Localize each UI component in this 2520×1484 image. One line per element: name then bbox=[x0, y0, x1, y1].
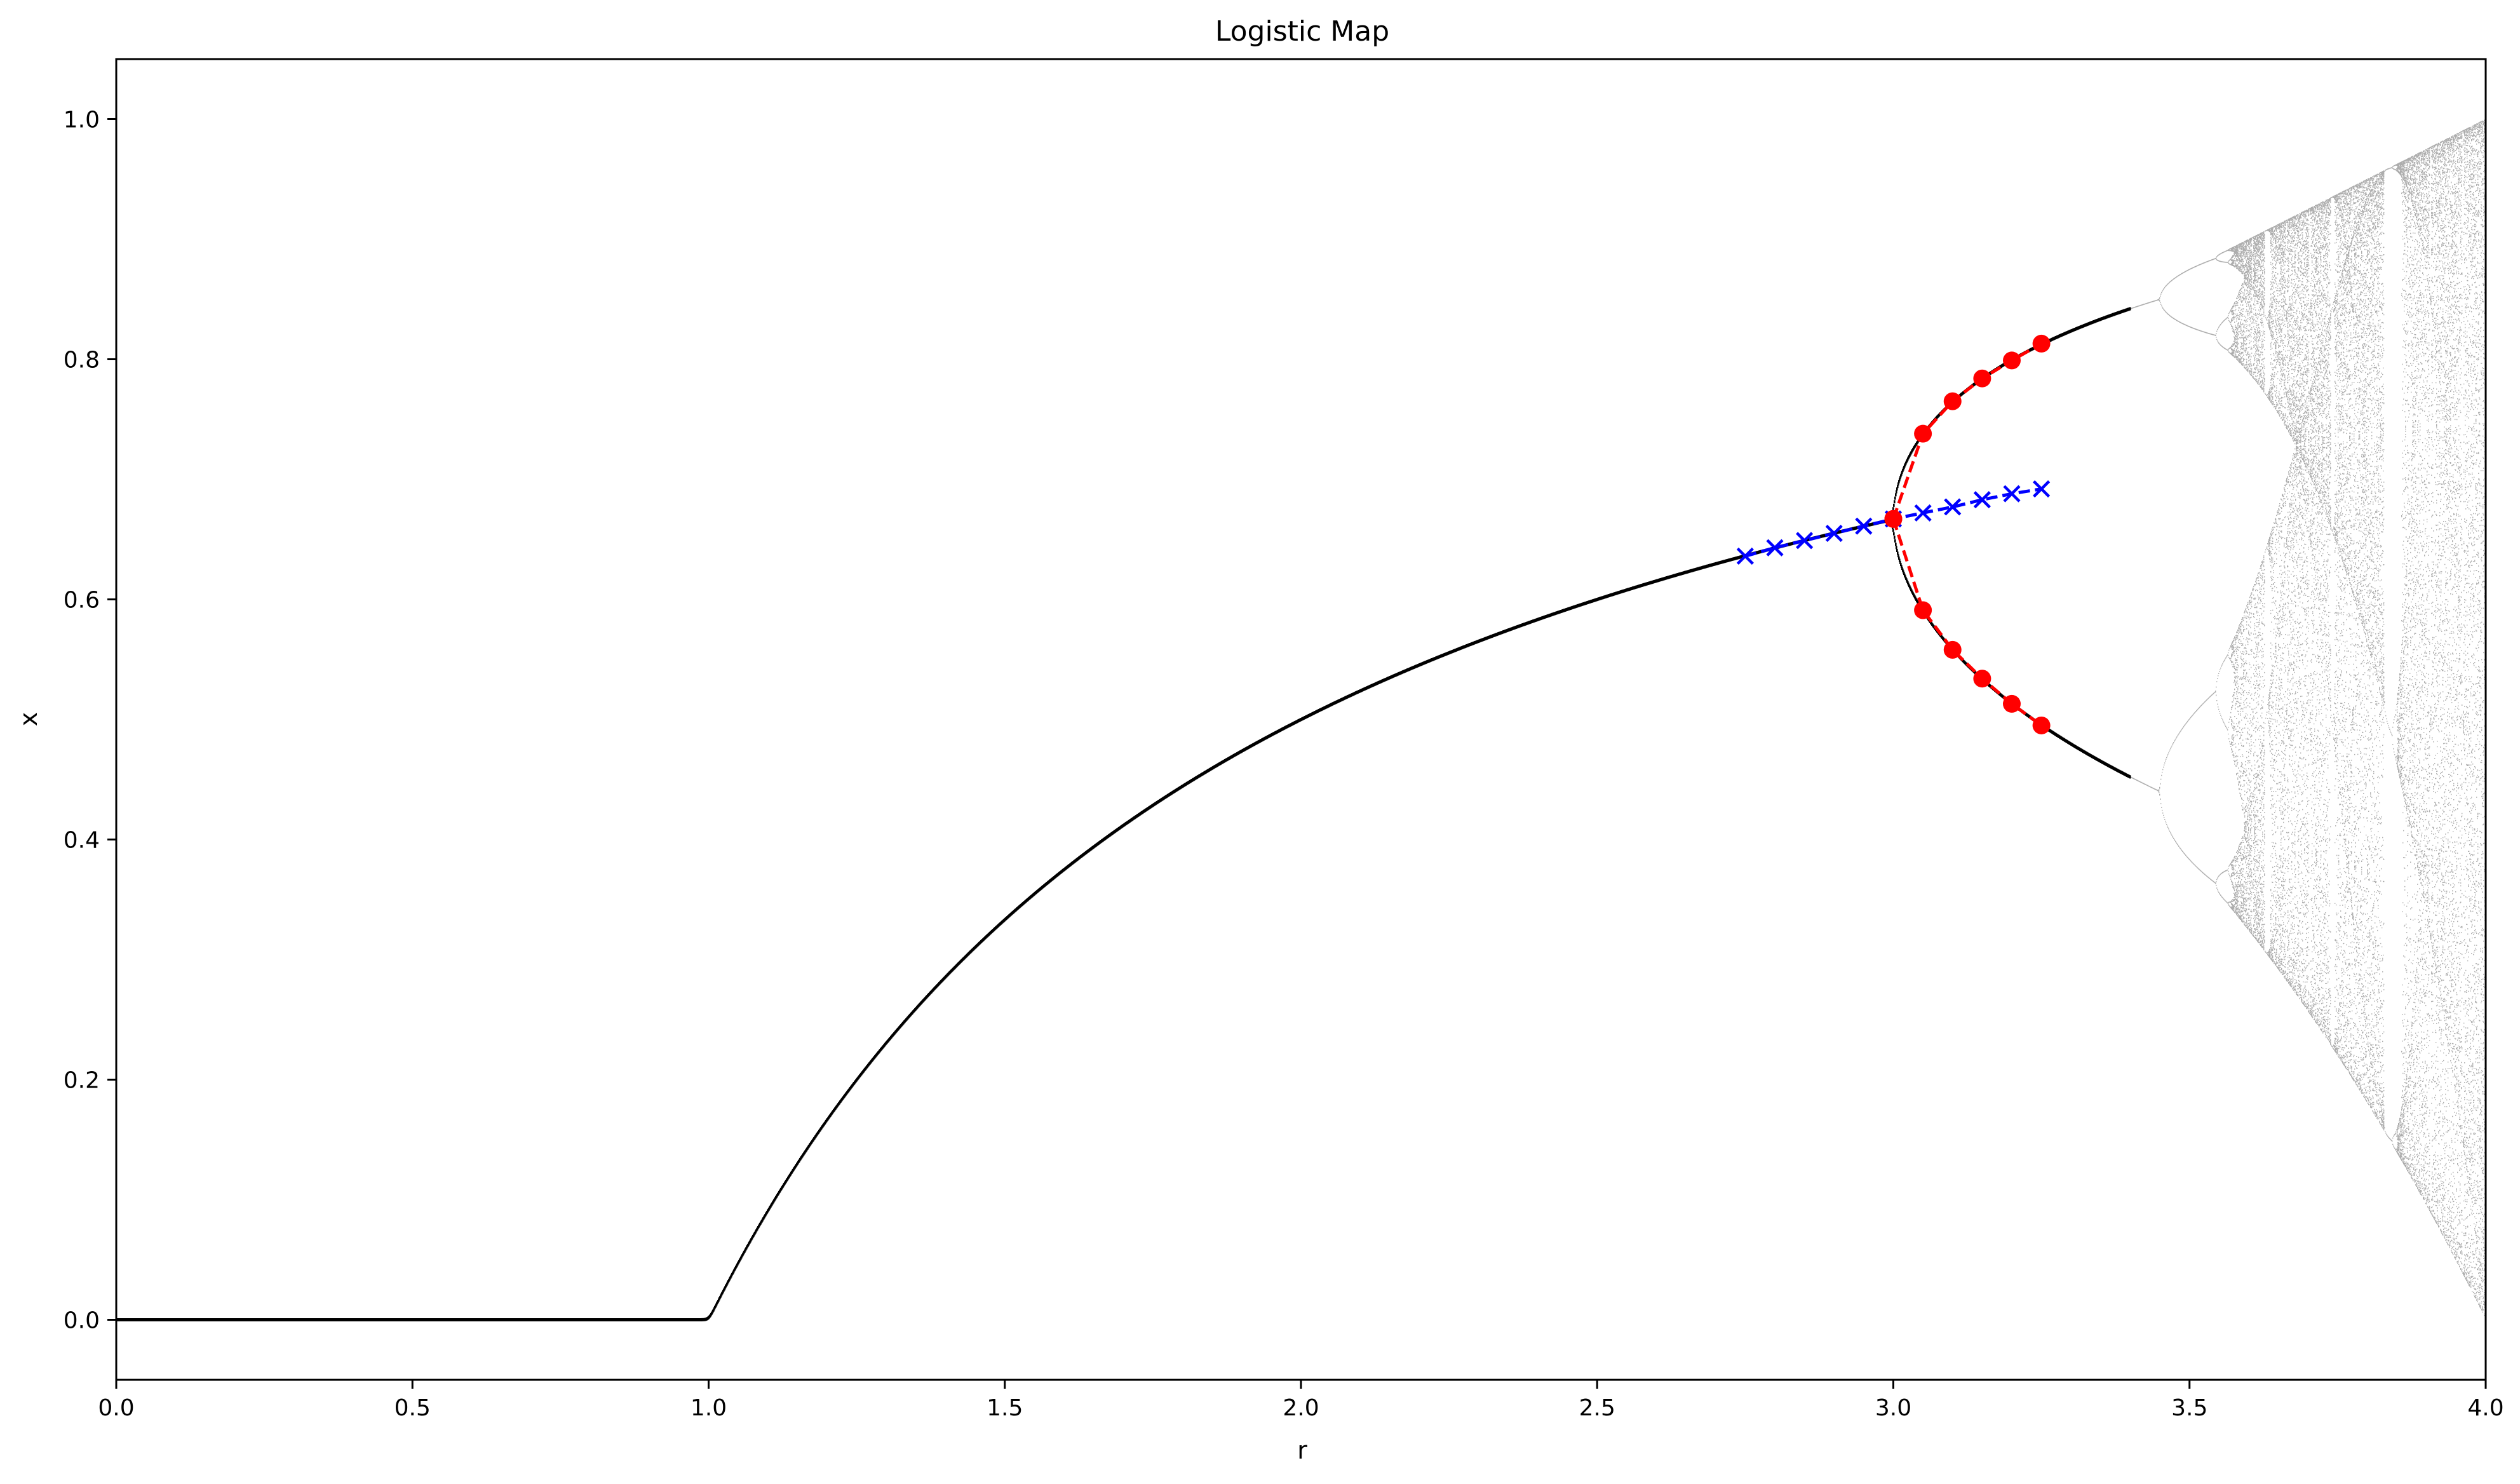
series-2-point bbox=[1973, 670, 1991, 688]
bifurcation-chaotic-region bbox=[2131, 119, 2487, 1321]
series-2-point bbox=[1914, 601, 1932, 619]
chart-title: Logistic Map bbox=[1215, 15, 1389, 48]
series-1-line bbox=[1892, 342, 2042, 520]
x-tick-label: 4.0 bbox=[2467, 1395, 2503, 1421]
axes-layer: 0.0 0.5 1.0 1.5 2.0 2.5 3.0 3.5 4.0 0.0 0.2 0.4 0.6 0… bbox=[64, 58, 2504, 1421]
series-2-point bbox=[2032, 716, 2051, 734]
series-0-point bbox=[1736, 547, 1754, 565]
x-tick-label: 3.5 bbox=[2171, 1395, 2207, 1421]
series-2 bbox=[1884, 509, 2051, 734]
y-tick-label: 0.2 bbox=[64, 1068, 100, 1094]
series-0 bbox=[1736, 480, 2051, 565]
x-tick-label: 2.5 bbox=[1579, 1395, 1615, 1421]
series-1-point bbox=[2003, 351, 2021, 370]
series-0-point bbox=[1855, 517, 1873, 535]
series-0-point bbox=[2033, 480, 2051, 498]
series-0-point bbox=[1914, 504, 1932, 522]
series-1-point bbox=[1973, 369, 1991, 388]
series-1-point bbox=[1914, 424, 1932, 443]
x-axis-label: r bbox=[1297, 1436, 1307, 1464]
y-tick-label: 0.6 bbox=[64, 588, 100, 614]
y-tick-label: 1.0 bbox=[64, 107, 100, 133]
y-tick-label: 0.4 bbox=[64, 828, 100, 854]
y-axis-label: x bbox=[15, 712, 43, 727]
series-0-point bbox=[1973, 491, 1991, 509]
x-tick-label: 1.5 bbox=[987, 1395, 1023, 1421]
y-tick-label: 0.0 bbox=[64, 1308, 100, 1334]
x-tick-label: 3.0 bbox=[1875, 1395, 1911, 1421]
x-tick-label: 0.5 bbox=[394, 1395, 431, 1421]
series-0-point bbox=[2003, 485, 2021, 503]
series-0-point bbox=[1766, 539, 1784, 556]
series-2-point bbox=[2003, 694, 2021, 713]
x-tick-label: 2.0 bbox=[1283, 1395, 1319, 1421]
series-2-point bbox=[1884, 509, 1903, 528]
series-0-point bbox=[1796, 532, 1814, 550]
series-0-point bbox=[1825, 524, 1843, 543]
x-tick-label: 1.0 bbox=[691, 1395, 727, 1421]
series-1-point bbox=[2032, 334, 2051, 353]
series-1-point bbox=[1943, 392, 1962, 410]
x-tick-label: 0.0 bbox=[98, 1395, 134, 1421]
series-2-point bbox=[1943, 640, 1962, 659]
y-tick-label: 0.8 bbox=[64, 347, 100, 374]
series-0-point bbox=[1944, 498, 1962, 516]
